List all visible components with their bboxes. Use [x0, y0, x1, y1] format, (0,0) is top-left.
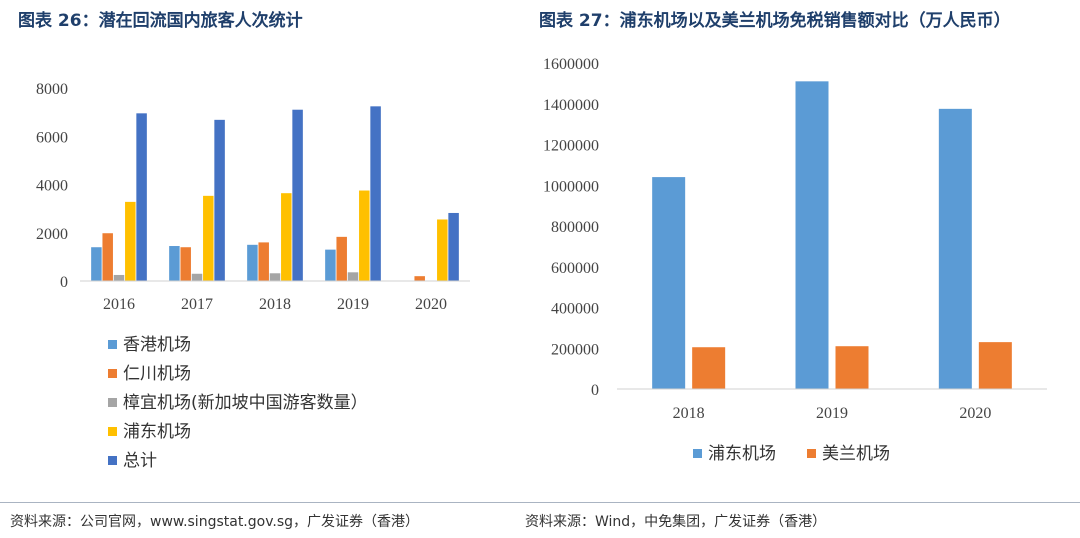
legend-label: 总计 — [123, 451, 157, 471]
legend-label: 樟宜机场(新加坡中国游客数量） — [123, 393, 368, 413]
legend-swatch — [108, 427, 117, 436]
bar — [113, 274, 125, 281]
bar — [281, 193, 292, 281]
legend-label: 浦东机场 — [123, 422, 191, 442]
source-note-right: 资料来源：Wind，中免集团，广发证券（香港） — [525, 514, 827, 530]
legend-label: 美兰机场 — [822, 444, 890, 464]
x-tick-label: 2018 — [259, 296, 291, 313]
x-tick-label: 2020 — [415, 296, 447, 313]
bar — [448, 212, 459, 281]
bar — [414, 276, 425, 281]
y-tick-label: 4000 — [36, 178, 68, 195]
x-tick-label: 2017 — [181, 296, 213, 313]
bar — [978, 342, 1012, 389]
bar — [180, 247, 191, 281]
x-tick-label: 2019 — [337, 296, 369, 313]
legend-label: 仁川机场 — [123, 364, 191, 384]
bar — [359, 190, 370, 281]
chart-left: 0 2000 4000 6000 8000 2016 2017 2018 2019 2020 香港机… — [36, 81, 470, 471]
bar — [795, 81, 829, 390]
bar — [169, 246, 180, 281]
bar — [214, 119, 225, 281]
x-tick-label: 2019 — [816, 405, 848, 422]
bar — [136, 113, 147, 281]
y-tick-label: 0 — [591, 382, 599, 399]
footer-divider — [0, 502, 1080, 503]
chart-title-left: 图表 26：潜在回流国内旅客人次统计 — [18, 11, 303, 31]
chart-right: 0 200000 400000 600000 800000 1000000 1200000 1… — [543, 56, 1047, 464]
bar — [938, 108, 972, 389]
bar — [102, 233, 113, 281]
bar — [269, 273, 281, 281]
legend-swatch — [693, 449, 702, 458]
y-tick-label: 1200000 — [543, 138, 599, 155]
legend-label: 香港机场 — [123, 335, 191, 355]
bar — [91, 247, 102, 281]
y-tick-label: 6000 — [36, 129, 68, 146]
bar — [370, 106, 381, 282]
y-tick-label: 1400000 — [543, 97, 599, 114]
y-tick-label: 1600000 — [543, 56, 599, 73]
bar — [652, 177, 686, 389]
x-tick-label: 2018 — [673, 405, 705, 422]
legend-swatch — [108, 398, 117, 407]
legend-swatch — [108, 456, 117, 465]
y-tick-label: 800000 — [551, 219, 599, 236]
bar — [336, 236, 347, 281]
y-tick-label: 2000 — [36, 226, 68, 243]
bar — [191, 273, 203, 281]
bar — [203, 195, 214, 281]
chart-panel-left: 图表 26：潜在回流国内旅客人次统计 0 2000 4000 6000 8000 2016… — [0, 0, 515, 538]
legend-label: 浦东机场 — [708, 444, 776, 464]
y-tick-label: 8000 — [36, 81, 68, 98]
source-note-left: 资料来源：公司官网，www.singstat.gov.sg，广发证券（香港） — [10, 514, 420, 530]
y-tick-label: 400000 — [551, 301, 599, 318]
legend-swatch — [108, 369, 117, 378]
y-tick-label: 200000 — [551, 341, 599, 358]
bar — [835, 346, 869, 389]
bar — [247, 244, 258, 281]
bar — [125, 201, 136, 281]
chart-title-right: 图表 27：浦东机场以及美兰机场免税销售额对比（万人民币） — [539, 11, 1011, 31]
bar — [258, 242, 269, 281]
x-tick-label: 2016 — [103, 296, 135, 313]
chart-panel-right: 图表 27：浦东机场以及美兰机场免税销售额对比（万人民币） 0 200000 400… — [515, 0, 1080, 538]
x-tick-label: 2020 — [959, 405, 991, 422]
legend-swatch — [108, 340, 117, 349]
bar — [347, 272, 359, 281]
legend-swatch — [807, 449, 816, 458]
y-tick-label: 0 — [60, 274, 68, 291]
bar — [325, 249, 336, 281]
y-tick-label: 1000000 — [543, 178, 599, 195]
bar — [437, 219, 448, 281]
y-tick-label: 600000 — [551, 260, 599, 277]
bar — [292, 109, 303, 282]
bar — [692, 347, 726, 389]
